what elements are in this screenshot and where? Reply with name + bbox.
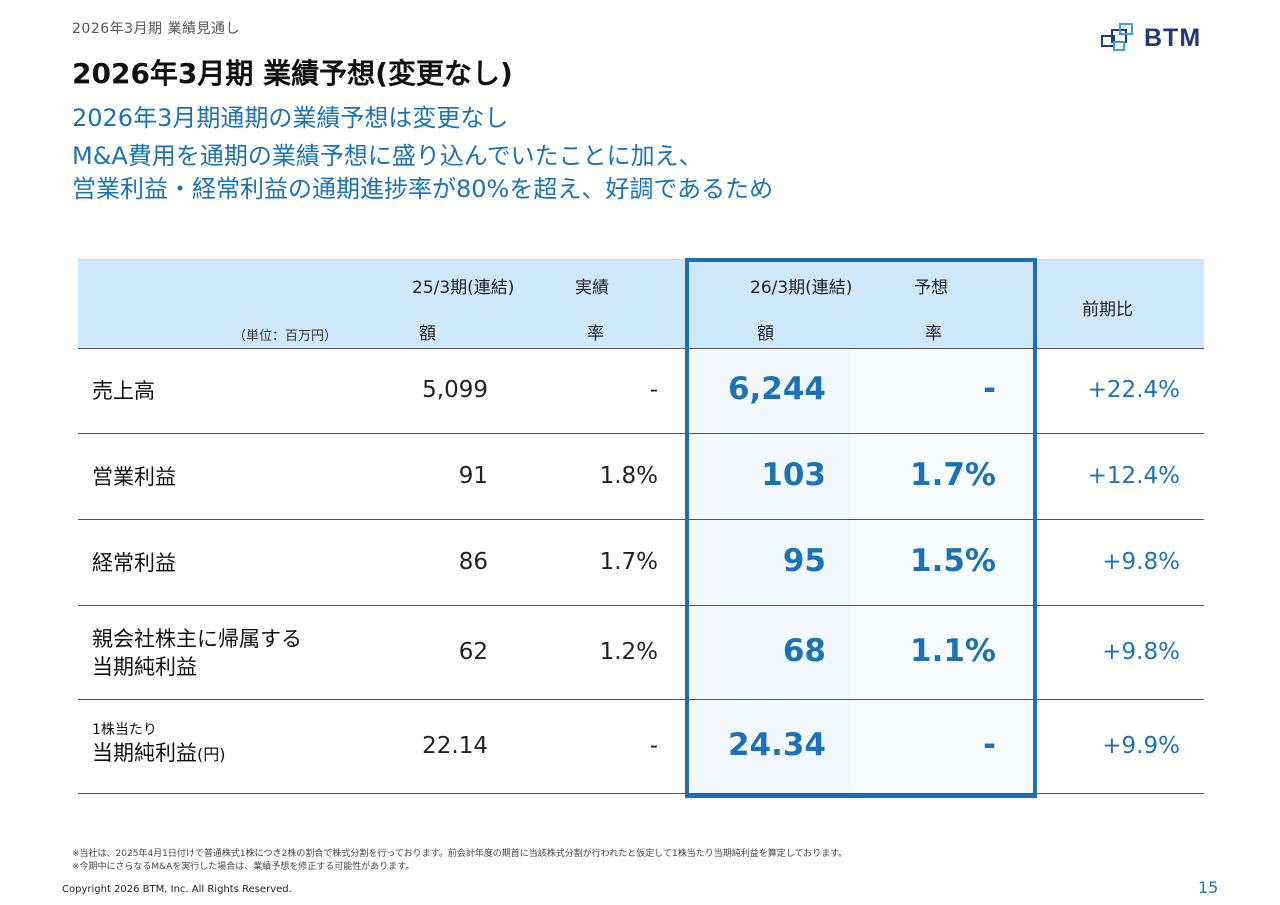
prev-amount: 22.14 — [422, 733, 488, 759]
row-label: 営業利益 — [92, 465, 176, 489]
reason-line-2: 営業利益・経常利益の通期進捗率が80%を超え、好調であるため — [72, 175, 774, 203]
forecast-table: 25/3期(連結) 実績 26/3期(連結) 予想 （単位：百万円） 額 率 額… — [78, 258, 1204, 798]
forecast-amount: 68 — [782, 633, 826, 669]
reason-line-1: M&A費用を通期の業績予想に盛り込んでいたことに加え、 — [72, 142, 703, 170]
forecast-rate: 1.1% — [910, 633, 996, 669]
copyright: Copyright 2026 BTM, Inc. All Rights Rese… — [62, 884, 292, 895]
yoy-change: +9.8% — [1102, 549, 1180, 575]
breadcrumb: 2026年3月期 業績見通し — [72, 21, 240, 37]
forecast-amount: 6,244 — [727, 371, 826, 407]
prev-rate: - — [649, 377, 658, 403]
prev-rate: - — [649, 733, 658, 759]
prev-period-header: 25/3期(連結) — [412, 278, 515, 298]
yoy-change: +9.9% — [1102, 733, 1180, 759]
reason-text: M&A費用を通期の業績予想に盛り込んでいたことに加え、 営業利益・経常利益の通期… — [72, 140, 773, 206]
unit-label: （単位：百万円） — [233, 329, 338, 344]
forecast-period-header: 26/3期(連結) — [750, 278, 853, 298]
yoy-change: +9.8% — [1102, 639, 1180, 665]
prev-amount-header: 額 — [419, 324, 436, 344]
row-divider — [78, 433, 1204, 434]
prev-amount: 62 — [458, 639, 488, 665]
yoy-header: 前期比 — [1082, 300, 1133, 320]
forecast-rate: 1.5% — [910, 543, 996, 579]
row-label: 売上高 — [92, 379, 155, 403]
row-label-suffix: (円) — [197, 745, 226, 764]
forecast-rate-header: 率 — [925, 324, 942, 344]
footnote-1: ※当社は、2025年4月1日付けで普通株式1株につき2株の割合で株式分割を行って… — [72, 849, 848, 859]
forecast-amount: 24.34 — [727, 727, 826, 763]
forecast-highlight-frame — [685, 258, 1037, 798]
page-subtitle: 2026年3月期通期の業績予想は変更なし — [72, 104, 509, 132]
row-divider — [78, 519, 1204, 520]
prev-rate: 1.7% — [599, 549, 658, 575]
prev-amount: 86 — [458, 549, 488, 575]
row-label: 経常利益 — [92, 551, 176, 575]
company-logo: BTM — [1100, 22, 1220, 54]
logo-mark-icon — [1101, 23, 1133, 51]
forecast-amount: 103 — [761, 457, 826, 493]
yoy-change: +12.4% — [1087, 463, 1180, 489]
forecast-rate: - — [983, 371, 996, 407]
table-bottom-line — [78, 793, 1204, 794]
row-label: 1株当たり 当期純利益(円) — [92, 721, 226, 769]
row-label-prefix: 1株当たり — [92, 722, 157, 738]
logo-text: BTM — [1144, 24, 1202, 52]
forecast-kind-header: 予想 — [914, 278, 948, 298]
page-number: 15 — [1198, 878, 1219, 897]
footnote-2: ※今期中にさらなるM&Aを実行した場合は、業績予想を修正する可能性があります。 — [72, 862, 415, 872]
forecast-rate: - — [983, 727, 996, 763]
yoy-change: +22.4% — [1087, 377, 1180, 403]
table-header-background — [78, 259, 1204, 348]
page-title: 2026年3月期 業績予想(変更なし) — [72, 57, 513, 90]
forecast-rate: 1.7% — [910, 457, 996, 493]
forecast-rate-column-background — [851, 349, 1033, 795]
row-divider — [78, 605, 1204, 606]
prev-amount: 5,099 — [422, 377, 488, 403]
prev-rate: 1.2% — [599, 639, 658, 665]
row-label-main: 当期純利益 — [92, 741, 197, 765]
forecast-amount: 95 — [782, 543, 826, 579]
row-divider — [78, 699, 1204, 700]
prev-amount: 91 — [458, 463, 488, 489]
row-label-line-1: 親会社株主に帰属する — [92, 627, 302, 651]
table-header-divider — [78, 348, 1204, 349]
prev-rate: 1.8% — [599, 463, 658, 489]
prev-rate-header: 率 — [587, 324, 604, 344]
prev-kind-header: 実績 — [575, 278, 609, 298]
row-label-line-2: 当期純利益 — [92, 655, 197, 679]
forecast-amount-header: 額 — [757, 324, 774, 344]
row-label: 親会社株主に帰属する 当期純利益 — [92, 625, 302, 681]
table-top-line — [78, 259, 1204, 260]
